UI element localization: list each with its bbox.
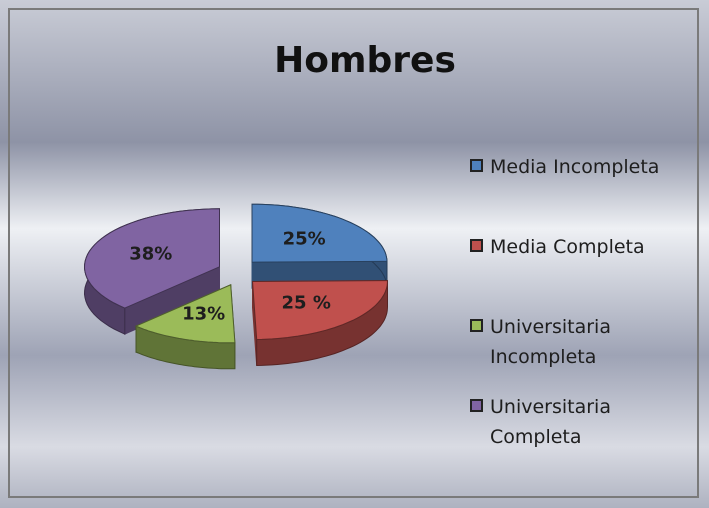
data-label: 13% — [182, 304, 225, 325]
frame — [8, 8, 699, 498]
legend-label: Media Completa — [490, 236, 645, 258]
legend-item: Media Incompleta — [470, 152, 685, 182]
legend-label: Media Incompleta — [490, 156, 660, 178]
legend-item: Universitaria Incompleta — [470, 312, 685, 372]
data-label: 25% — [283, 228, 326, 249]
legend-item: Universitaria Completa — [470, 392, 685, 452]
data-label: 25 % — [282, 293, 331, 314]
legend-label: Universitaria Incompleta — [490, 316, 611, 368]
legend-swatch — [470, 159, 483, 172]
legend-swatch — [470, 319, 483, 332]
pie-slice — [83, 208, 220, 309]
data-label: 38% — [129, 244, 172, 265]
pie-slice — [251, 280, 389, 341]
legend-swatch — [470, 399, 483, 412]
legend-swatch — [470, 239, 483, 252]
pie-slice — [251, 203, 388, 263]
chart-title: Hombres — [274, 40, 456, 81]
legend-label: Universitaria Completa — [490, 396, 611, 448]
pie-slice — [134, 284, 236, 344]
legend-item: Media Completa — [470, 232, 685, 262]
